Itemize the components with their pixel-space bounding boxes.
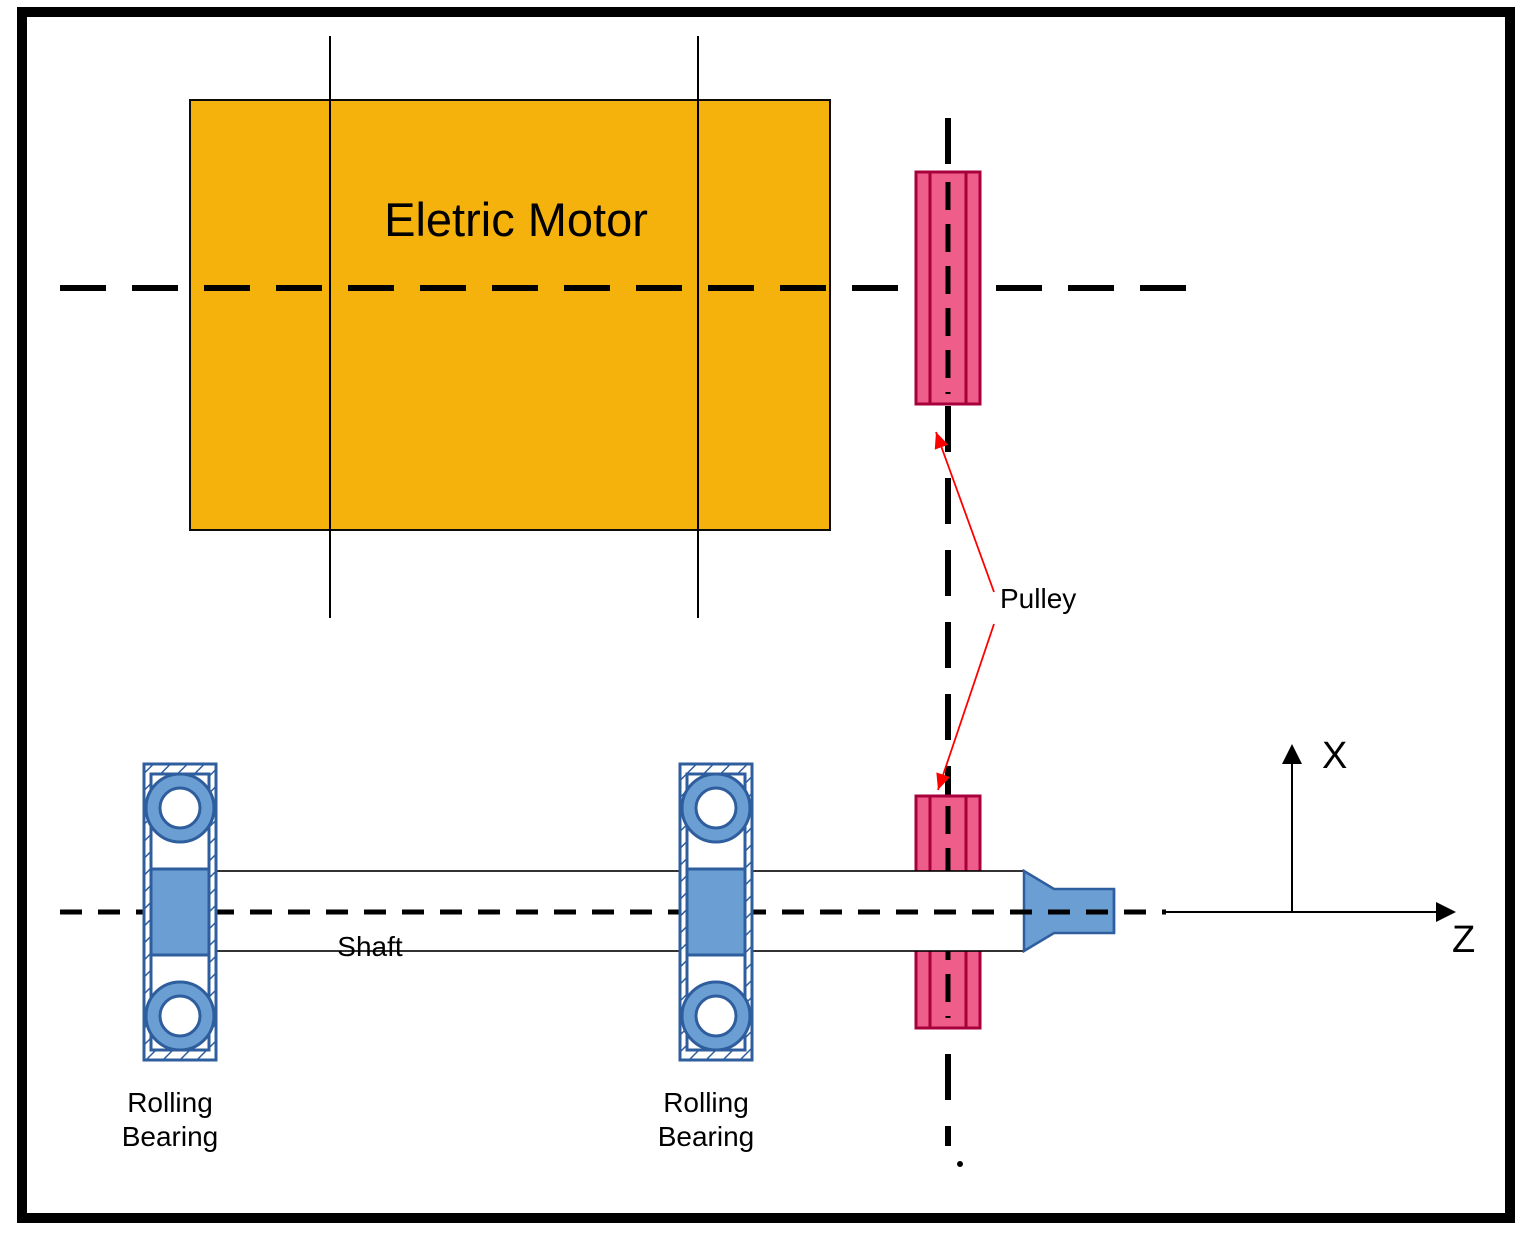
shaft-label: Shaft	[337, 931, 403, 962]
z-axis-label: Z	[1452, 919, 1475, 961]
rolling-bearing-right-label-line1: Rolling	[663, 1087, 749, 1118]
x-axis-label: X	[1322, 735, 1347, 777]
rolling-bearing-right-label-line2: Bearing	[658, 1121, 755, 1152]
electric-motor-label: Eletric Motor	[384, 193, 648, 246]
rolling-bearing-left-label-line2: Bearing	[122, 1121, 219, 1152]
diagram-canvas: Eletric Motor Shaft Pulley Rolling Beari…	[0, 0, 1538, 1243]
rolling-bearing-left-label-line1: Rolling	[127, 1087, 213, 1118]
pulley-upper	[916, 172, 980, 404]
diagram-svg: Eletric Motor Shaft Pulley Rolling Beari…	[0, 0, 1538, 1243]
rolling-bearing-right	[680, 764, 752, 1060]
electric-motor-block	[190, 100, 830, 530]
rolling-bearing-left	[144, 764, 216, 1060]
vertical-centerline-end-dot	[957, 1161, 963, 1167]
pulley-label: Pulley	[1000, 583, 1076, 614]
